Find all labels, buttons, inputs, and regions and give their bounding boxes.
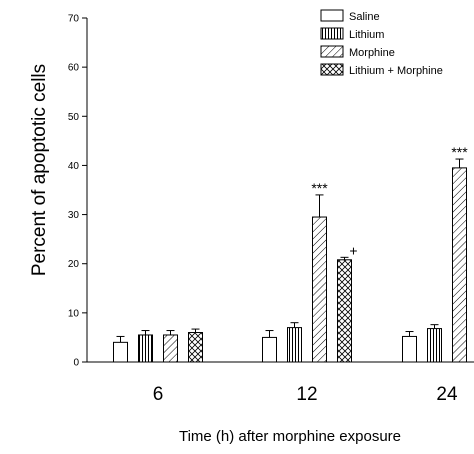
y-tick-label: 40 — [68, 161, 80, 172]
legend-label: Morphine — [349, 47, 395, 59]
legend-swatch — [320, 27, 344, 40]
y-tick-label: 0 — [73, 358, 79, 369]
y-tick-label: 10 — [68, 308, 80, 319]
significance-label: *** — [451, 144, 468, 160]
legend-label: Lithium + Morphine — [349, 65, 443, 77]
bar — [402, 335, 417, 363]
bar — [262, 336, 277, 363]
x-tick-label: 12 — [296, 384, 317, 405]
y-axis-label: Percent of apoptotic cells — [29, 64, 50, 276]
significance-label: *** — [311, 180, 328, 196]
legend-label: Lithium — [349, 29, 384, 41]
bar — [427, 328, 442, 363]
bar — [113, 341, 128, 363]
bar — [287, 327, 302, 363]
legend-label: Saline — [349, 11, 380, 23]
y-tick-label: 20 — [68, 259, 80, 270]
bar — [163, 334, 178, 363]
x-axis-ticks: 6 12 24 — [153, 384, 458, 405]
y-tick-label: 70 — [68, 14, 80, 25]
bar — [312, 216, 327, 363]
y-tick-label: 30 — [68, 210, 80, 221]
legend: Saline Lithium Morphine Lithium + Morphine — [320, 9, 443, 77]
x-tick-label: 6 — [153, 384, 164, 405]
x-axis-label: Time (h) after morphine exposure — [179, 428, 401, 445]
bar — [138, 334, 153, 363]
legend-swatch — [320, 9, 344, 22]
bar — [337, 259, 352, 363]
x-tick-label: 24 — [436, 384, 458, 405]
legend-swatch — [320, 63, 344, 76]
y-tick-label: 50 — [68, 112, 80, 123]
significance-label: + — [349, 242, 357, 258]
y-tick-label: 60 — [68, 63, 80, 74]
bars: ***+***++ — [113, 144, 468, 363]
bar — [452, 167, 467, 363]
y-axis-ticks: 0 10 20 30 40 50 60 70 — [68, 14, 87, 369]
legend-swatch — [320, 45, 344, 58]
bar — [188, 332, 203, 363]
